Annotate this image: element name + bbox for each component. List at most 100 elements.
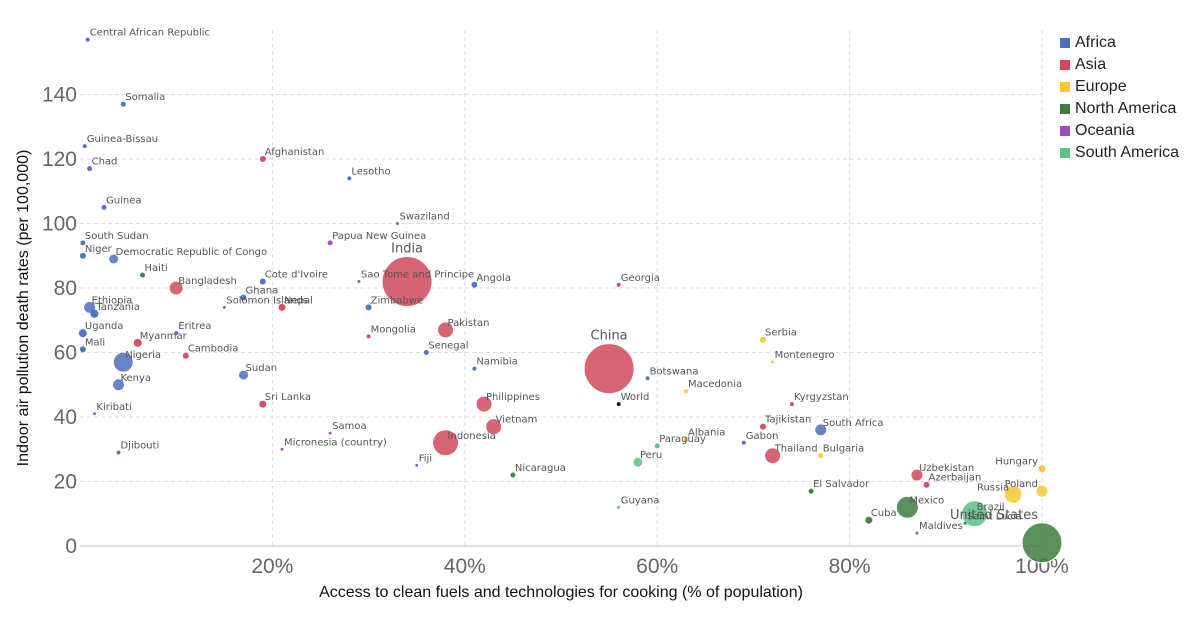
data-point [112,351,134,373]
point-label: Papua New Guinea [332,231,426,242]
data-point [961,500,989,528]
y-tick-label: 80 [54,277,77,300]
y-tick-label: 20 [54,471,77,494]
data-point [1035,484,1049,498]
data-point [80,240,86,246]
point-label: Poland [1005,479,1038,490]
point-label: Uganda [85,321,124,332]
data-point [347,176,352,181]
legend-label: Africa [1075,34,1116,51]
point-label: Chad [92,157,118,168]
data-point [760,336,767,343]
data-point [140,272,146,278]
legend-swatch [1060,126,1070,136]
data-point [865,516,873,524]
legend-label: Europe [1075,78,1127,95]
point-label: Mongolia [371,324,416,335]
data-point [259,400,267,408]
data-point [365,304,372,311]
point-label: Solomon Islands [226,295,308,306]
point-label: Peru [640,450,662,461]
legend-item[interactable]: Africa [1060,32,1179,54]
point-label: Botswana [650,366,699,377]
point-label: Tanzania [95,302,140,313]
data-point [683,437,689,443]
point-label: Bulgaria [823,444,864,455]
point-label: Guinea-Bissau [87,134,158,145]
data-point [915,531,919,535]
point-label: Nicaragua [515,463,566,474]
x-tick-label: 60% [636,555,678,578]
point-label: Bangladesh [178,276,237,287]
legend-label: North America [1075,100,1177,117]
x-axis-title: Access to clean fuels and technologies f… [319,584,803,601]
x-tick-label: 100% [1015,555,1069,578]
data-point [415,463,419,467]
data-point [963,521,967,525]
point-label: Somalia [125,92,165,103]
data-point [764,447,782,465]
point-label: Saint Lucia [967,511,1022,522]
point-label: Vietnam [496,415,538,426]
data-point [240,294,247,301]
legend-item[interactable]: North America [1060,98,1179,120]
data-point [278,303,286,311]
legend-swatch [1060,104,1070,114]
data-point [85,37,90,42]
x-tick-label: 80% [829,555,871,578]
legend-item[interactable]: Europe [1060,76,1179,98]
point-label: Montenegro [775,350,835,361]
data-point [108,253,120,265]
y-axis-title: Indoor air pollution death rates (per 10… [15,150,32,467]
point-label: United States [950,508,1038,523]
point-label: Maldives [919,521,963,532]
legend-label: Asia [1075,56,1107,73]
point-label: Eritrea [178,321,211,332]
point-label: Serbia [765,328,797,339]
data-point [82,144,87,149]
data-point [133,338,142,347]
data-point [432,429,460,457]
point-label: Guyana [621,495,660,506]
point-label: Thailand [774,444,818,455]
point-label: Nigeria [125,350,161,361]
point-label: Kenya [120,373,151,384]
point-label: Philippines [486,392,540,403]
data-point [423,350,429,355]
legend-item[interactable]: South America [1060,142,1179,164]
data-point [381,256,433,308]
point-label: Macedonia [688,379,742,390]
point-label: Mali [85,337,105,348]
data-point [645,376,650,381]
legend-item[interactable]: Oceania [1060,120,1179,142]
point-label: Tajikistan [764,415,811,426]
legend-swatch [1060,38,1070,48]
point-label: Azerbaijan [929,473,982,484]
x-tick-label: 40% [444,555,486,578]
point-label: Lesotho [351,166,390,177]
point-label: Hungary [995,457,1038,468]
point-label: India [391,242,423,257]
legend-item[interactable]: Asia [1060,54,1179,76]
legend-label: South America [1075,144,1180,161]
point-label: Niger [85,244,113,255]
point-label: Paraguay [659,434,706,445]
point-label: Angola [476,273,511,284]
point-label: Myanmar [140,331,188,342]
data-point [760,423,767,430]
data-point [910,468,924,482]
data-point [437,321,455,339]
data-point [632,456,644,468]
data-point [78,329,87,338]
data-point [923,481,930,488]
y-tick-label: 40 [54,406,77,429]
point-label: Cote d'Ivoire [265,270,328,281]
point-label: Micronesia (country) [284,437,387,448]
point-label: Sri Lanka [265,392,311,403]
point-label: Sudan [246,363,277,374]
point-label: Cambodia [188,344,239,355]
point-label: Senegal [428,341,468,352]
point-label: Georgia [621,273,660,284]
data-point [814,423,828,437]
data-point [357,280,361,284]
